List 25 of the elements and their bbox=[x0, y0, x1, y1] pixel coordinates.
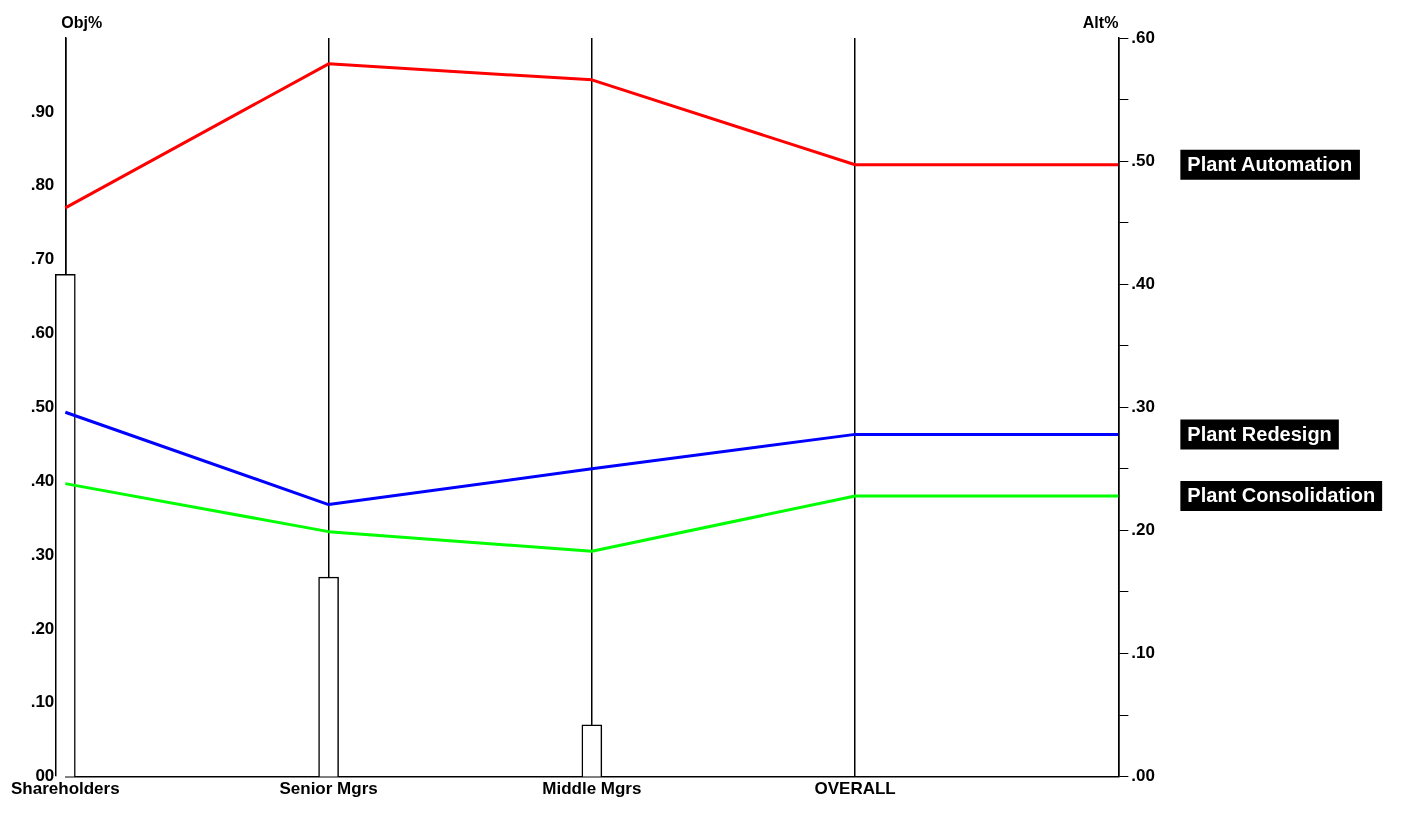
y-tick-label: .30 bbox=[30, 544, 55, 564]
x-tick-label: Middle Mgrs bbox=[542, 779, 642, 799]
x-tick-label: OVERALL bbox=[814, 779, 896, 799]
y-axis-title: Obj% bbox=[61, 14, 103, 32]
y-tick-label: .70 bbox=[30, 249, 55, 269]
y-tick-label: .60 bbox=[30, 323, 55, 343]
y2-tick-label: .30 bbox=[1131, 396, 1156, 416]
y-tick-label: .50 bbox=[30, 396, 55, 416]
x-tick-label: Senior Mgrs bbox=[279, 779, 378, 799]
y2-tick-label: .00 bbox=[1131, 766, 1156, 786]
y-tick-label: .80 bbox=[30, 175, 55, 195]
y2-tick-label: .40 bbox=[1131, 273, 1156, 293]
y2-tick-label: .50 bbox=[1131, 150, 1156, 170]
y-tick-label: .40 bbox=[30, 470, 55, 490]
text: Plant Consolidation bbox=[1187, 484, 1376, 507]
y2-tick-label: .60 bbox=[1131, 27, 1156, 47]
y2-tick-label: .20 bbox=[1131, 520, 1156, 540]
y-tick-label: 00 bbox=[35, 766, 55, 786]
y-tick-label: .20 bbox=[30, 618, 55, 638]
text: Plant Automation bbox=[1187, 153, 1353, 176]
y-tick-label: .10 bbox=[30, 692, 55, 712]
y-tick-label: .90 bbox=[30, 101, 55, 121]
y2-axis-title: Alt% bbox=[1082, 14, 1119, 32]
text: Plant Redesign bbox=[1187, 422, 1332, 445]
y2-tick-label: .10 bbox=[1131, 643, 1156, 663]
